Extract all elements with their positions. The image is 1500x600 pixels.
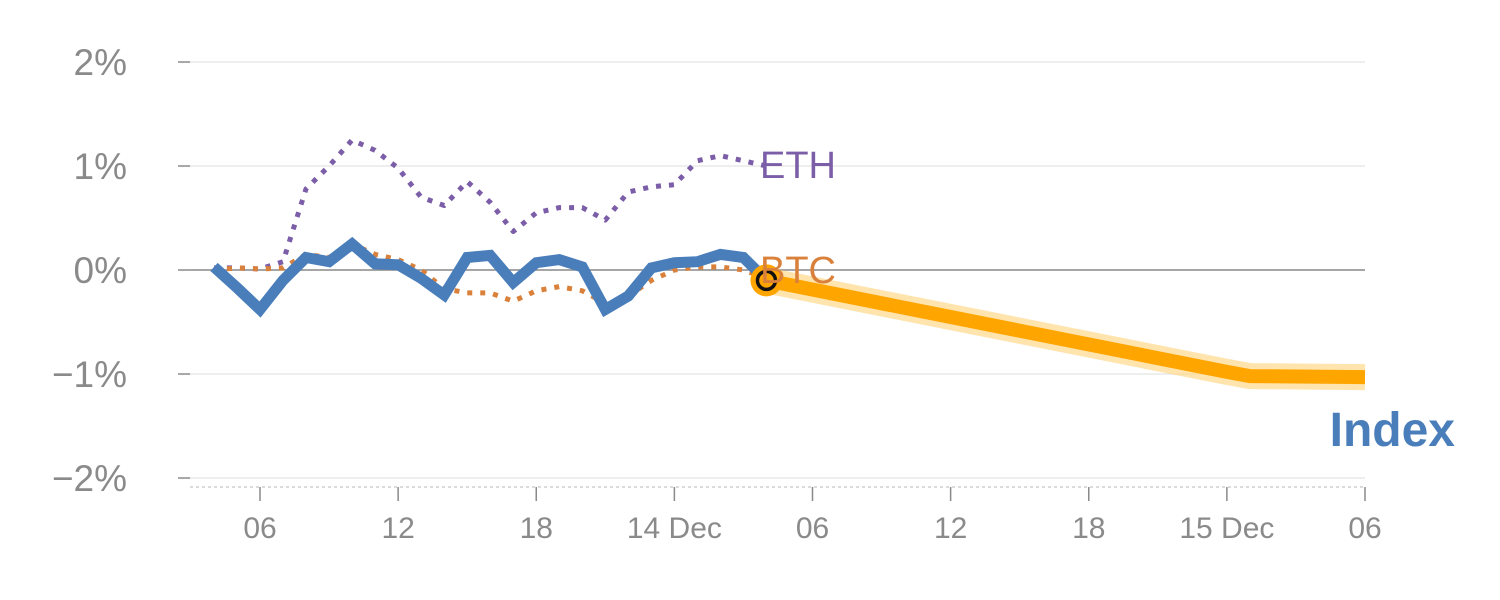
y-tick-label: −2% — [52, 458, 127, 499]
y-tick-label: 2% — [74, 42, 127, 83]
x-tick-label: 18 — [1072, 512, 1105, 545]
index-projection-line — [765, 273, 1366, 385]
eth-series-line — [214, 137, 768, 272]
y-tick-label: 0% — [74, 250, 127, 291]
x-tick-label: 15 Dec — [1179, 512, 1274, 545]
index-label: Index — [1330, 404, 1456, 457]
series-labels: ETH BTC Index — [760, 145, 1455, 457]
current-point-halo — [750, 264, 783, 297]
x-tick-label: 12 — [381, 512, 414, 545]
eth-label: ETH — [760, 145, 836, 187]
x-tick-label: 14 Dec — [627, 512, 722, 545]
index-series-line — [210, 236, 771, 318]
x-tick-label: 06 — [1348, 512, 1381, 545]
x-tick-label: 18 — [520, 512, 553, 545]
x-tick-label: 12 — [934, 512, 967, 545]
y-tick-label: 1% — [74, 146, 127, 187]
axes: 2% 1% 0% −1% −2% 06 12 18 14 Dec 06 12 18 15 Dec 06 — [52, 42, 1382, 545]
x-tick-label: 06 — [243, 512, 276, 545]
x-tick-label: 06 — [796, 512, 829, 545]
btc-label: BTC — [760, 250, 836, 292]
series-lines — [210, 137, 1366, 391]
current-point-marker — [755, 269, 778, 292]
y-tick-label: −1% — [52, 354, 127, 395]
